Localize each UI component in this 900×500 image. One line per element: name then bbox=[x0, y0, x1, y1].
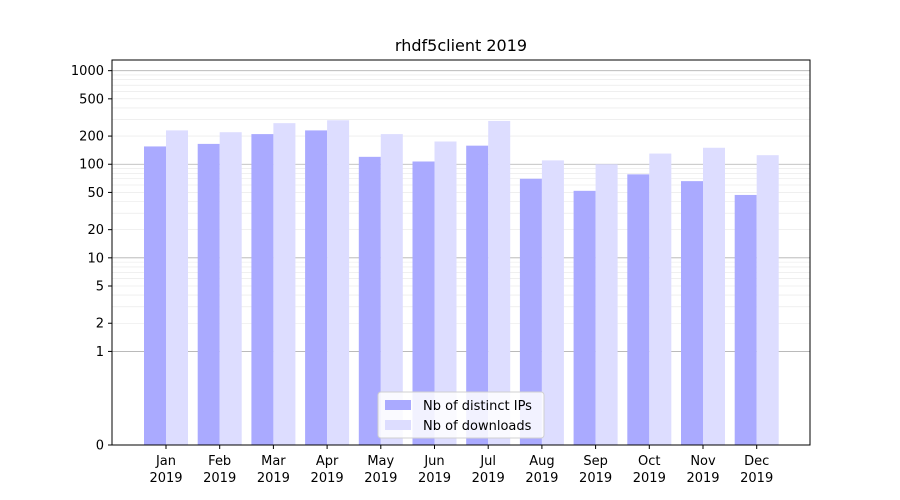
bar-ips-5 bbox=[412, 161, 435, 445]
x-tick-year-11: 2019 bbox=[740, 471, 773, 486]
legend-label-0: Nb of distinct IPs bbox=[423, 399, 532, 414]
x-tick-month-7: Aug bbox=[529, 454, 554, 469]
bar-ips-7 bbox=[519, 178, 542, 446]
bar-downloads-1 bbox=[219, 132, 242, 445]
x-tick-year-9: 2019 bbox=[633, 471, 666, 486]
bar-downloads-2 bbox=[273, 123, 296, 446]
x-tick-year-2: 2019 bbox=[257, 471, 290, 486]
y-tick-label-6: 50 bbox=[87, 186, 104, 201]
chart-title: rhdf5client 2019 bbox=[395, 36, 527, 55]
y-tick-label-10: 1000 bbox=[71, 64, 104, 79]
bar-ips-0 bbox=[144, 146, 166, 446]
bar-downloads-11 bbox=[756, 155, 779, 445]
bar-downloads-6 bbox=[488, 120, 511, 445]
x-tick-month-6: Jul bbox=[479, 454, 496, 469]
bar-downloads-3 bbox=[327, 120, 350, 445]
x-axis: Jan 2019 Feb 2019 Mar 2019 Apr 2019 May 2019 Jun 20… bbox=[149, 445, 773, 486]
x-tick-month-5: Jun bbox=[423, 454, 444, 469]
y-tick-label-8: 200 bbox=[79, 130, 104, 145]
y-tick-label-4: 10 bbox=[87, 251, 104, 266]
x-tick-year-4: 2019 bbox=[364, 471, 397, 486]
x-tick-month-1: Feb bbox=[208, 454, 231, 469]
bar-ips-4 bbox=[358, 156, 381, 446]
y-tick-label-2: 2 bbox=[96, 317, 104, 332]
x-tick-month-10: Nov bbox=[690, 454, 716, 469]
bar-downloads-0 bbox=[166, 130, 188, 446]
x-tick-year-6: 2019 bbox=[472, 471, 505, 486]
bar-ips-8 bbox=[573, 190, 596, 445]
legend-swatch-0 bbox=[385, 400, 411, 410]
x-tick-year-5: 2019 bbox=[418, 471, 451, 486]
y-tick-label-7: 100 bbox=[79, 158, 104, 173]
x-tick-year-7: 2019 bbox=[525, 471, 558, 486]
x-tick-month-2: Mar bbox=[261, 454, 286, 469]
x-tick-year-1: 2019 bbox=[203, 471, 236, 486]
bar-downloads-8 bbox=[595, 164, 618, 445]
x-tick-month-0: Jan bbox=[155, 454, 176, 469]
x-tick-month-4: May bbox=[367, 454, 394, 469]
bar-ips-11 bbox=[734, 194, 757, 445]
bars bbox=[144, 120, 779, 446]
x-tick-year-0: 2019 bbox=[149, 471, 182, 486]
bar-ips-9 bbox=[627, 174, 650, 445]
y-tick-label-0: 0 bbox=[96, 439, 104, 454]
bar-ips-3 bbox=[305, 130, 328, 446]
y-tick-label-5: 20 bbox=[87, 223, 104, 238]
legend-box bbox=[377, 391, 545, 439]
x-tick-month-8: Sep bbox=[583, 454, 608, 469]
x-tick-month-11: Dec bbox=[744, 454, 769, 469]
bar-ips-10 bbox=[681, 181, 703, 445]
bar-downloads-4 bbox=[380, 134, 403, 446]
bar-ips-6 bbox=[466, 145, 489, 445]
x-tick-year-3: 2019 bbox=[311, 471, 344, 486]
bar-downloads-10 bbox=[703, 147, 725, 445]
y-tick-label-9: 500 bbox=[79, 92, 104, 107]
plot-frame bbox=[111, 59, 811, 446]
x-tick-month-9: Oct bbox=[638, 454, 660, 469]
y-tick-label-1: 1 bbox=[96, 345, 104, 360]
legend-label-1: Nb of downloads bbox=[423, 419, 532, 434]
bar-downloads-9 bbox=[649, 153, 672, 446]
legend: Nb of distinct IPs Nb of downloads bbox=[377, 391, 545, 439]
bar-ips-2 bbox=[251, 134, 274, 446]
x-tick-month-3: Apr bbox=[316, 454, 339, 469]
y-axis: 0 1 2 5 10 20 50 100 200 500 1000 bbox=[71, 64, 112, 454]
bar-ips-1 bbox=[197, 143, 220, 445]
y-tick-label-3: 5 bbox=[96, 280, 104, 295]
x-tick-year-10: 2019 bbox=[686, 471, 719, 486]
x-tick-year-8: 2019 bbox=[579, 471, 612, 486]
bar-downloads-5 bbox=[434, 141, 457, 445]
legend-swatch-1 bbox=[385, 420, 411, 430]
bar-downloads-7 bbox=[541, 160, 564, 445]
